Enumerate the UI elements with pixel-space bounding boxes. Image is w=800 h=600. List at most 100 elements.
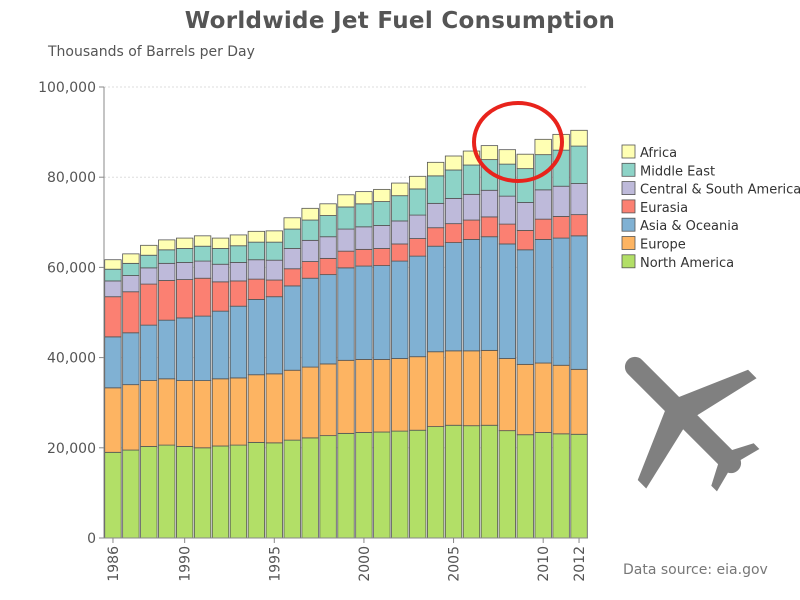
bar-segment <box>391 430 409 539</box>
bar-segment <box>391 220 409 245</box>
bar-segment <box>265 241 283 261</box>
y-tick-label: 60,000 <box>47 260 96 276</box>
bar-segment <box>462 350 481 427</box>
bar-segment <box>247 299 266 376</box>
bar-segment <box>140 244 158 256</box>
airplane-icon <box>624 356 760 492</box>
bar-segment <box>140 254 158 269</box>
bar-segment <box>319 215 337 238</box>
bar-segment <box>229 305 248 379</box>
bar-segment <box>140 283 158 326</box>
bar-segment <box>140 267 158 285</box>
bar-segment <box>265 279 283 298</box>
y-axis-label: Thousands of Barrels per Day <box>48 44 255 60</box>
bar-segment <box>158 444 176 539</box>
bar-segment <box>265 259 283 281</box>
bar-segment <box>516 363 534 436</box>
bar-segment <box>229 234 248 247</box>
bar-segment <box>552 237 570 366</box>
bar-segment <box>247 230 266 243</box>
legend-swatch <box>621 217 636 232</box>
bar-segment <box>283 248 301 270</box>
bar-segment <box>516 249 534 365</box>
bar-segment <box>176 446 194 539</box>
bar-segment <box>391 358 409 432</box>
bar-segment <box>158 239 176 251</box>
bar-segment <box>570 183 588 216</box>
bar-segment <box>319 203 337 216</box>
bar-segment <box>247 278 266 300</box>
bar-segment <box>373 188 391 202</box>
bar-segment <box>373 225 391 249</box>
y-tick-label: 40,000 <box>47 351 96 367</box>
bar-segment <box>462 164 481 195</box>
bar-segment <box>229 377 248 446</box>
bar-segment <box>301 261 319 279</box>
bar-segment <box>516 230 534 251</box>
bar-segment <box>319 257 337 276</box>
legend-swatch <box>621 254 636 269</box>
bar-segment <box>211 445 230 539</box>
data-source-note: Data source: eia.gov <box>623 562 768 578</box>
bar-segment <box>158 319 176 380</box>
bar-segment <box>301 437 319 539</box>
bar-segment <box>122 291 140 334</box>
bar-segment <box>193 245 212 262</box>
bar-segment <box>426 351 445 428</box>
bar-segment <box>426 245 445 353</box>
bar-segment <box>211 310 230 380</box>
bar-segment <box>337 432 355 539</box>
bar-segment <box>176 248 194 263</box>
bar-segment <box>265 442 283 539</box>
x-tick-label: 1986 <box>106 546 122 582</box>
bar-segment <box>301 239 319 262</box>
highlight-circle <box>472 101 564 183</box>
y-tick-label: 100,000 <box>38 80 96 96</box>
bar-segment <box>391 243 409 262</box>
bar-segment <box>462 219 481 240</box>
bar-segment <box>570 433 588 539</box>
y-tick-label: 20,000 <box>47 441 96 457</box>
bar-segment <box>409 429 427 539</box>
legend-label: Eurasia <box>640 201 688 216</box>
bar-segment <box>140 446 158 539</box>
bar-segment <box>122 262 140 276</box>
bar-segment <box>462 239 481 352</box>
chart-title: Worldwide Jet Fuel Consumption <box>184 8 616 34</box>
x-tick-label: 2000 <box>357 546 373 582</box>
bar-segment <box>355 432 373 539</box>
x-tick-label: 1995 <box>267 546 283 582</box>
bar-segment <box>140 380 158 447</box>
bar-segment <box>301 366 319 439</box>
bar-segment <box>355 265 373 360</box>
bar-segment <box>480 216 499 238</box>
bar-segment <box>355 203 373 228</box>
bar-segment <box>337 267 355 361</box>
bar-segment <box>122 332 140 386</box>
legend-label: Asia & Oceania <box>640 219 739 234</box>
bar-segment <box>426 161 445 177</box>
bar-segment <box>247 259 266 280</box>
bar-segment <box>480 349 499 426</box>
bar-segment <box>373 248 391 266</box>
bar-segment <box>534 218 552 240</box>
bar-segment <box>552 216 570 239</box>
bar-segment <box>355 359 373 433</box>
bar-segment <box>158 280 176 321</box>
bar-segment <box>409 356 427 431</box>
legend-label: Central & South America <box>640 183 800 198</box>
bar-segment <box>193 447 212 539</box>
bar-segment <box>444 169 463 199</box>
bar-segment <box>211 281 230 312</box>
x-tick-label: 2010 <box>536 546 552 582</box>
bar-segment <box>409 238 427 257</box>
bar-segment <box>283 439 301 539</box>
bar-segment <box>337 206 355 230</box>
bar-segment <box>355 191 373 205</box>
bar-segment <box>516 202 534 231</box>
bar-stacks <box>104 129 588 539</box>
bar-segment <box>426 227 445 247</box>
bar-segment <box>283 217 301 230</box>
bar-segment <box>373 265 391 360</box>
x-tick-label: 2005 <box>447 546 463 582</box>
